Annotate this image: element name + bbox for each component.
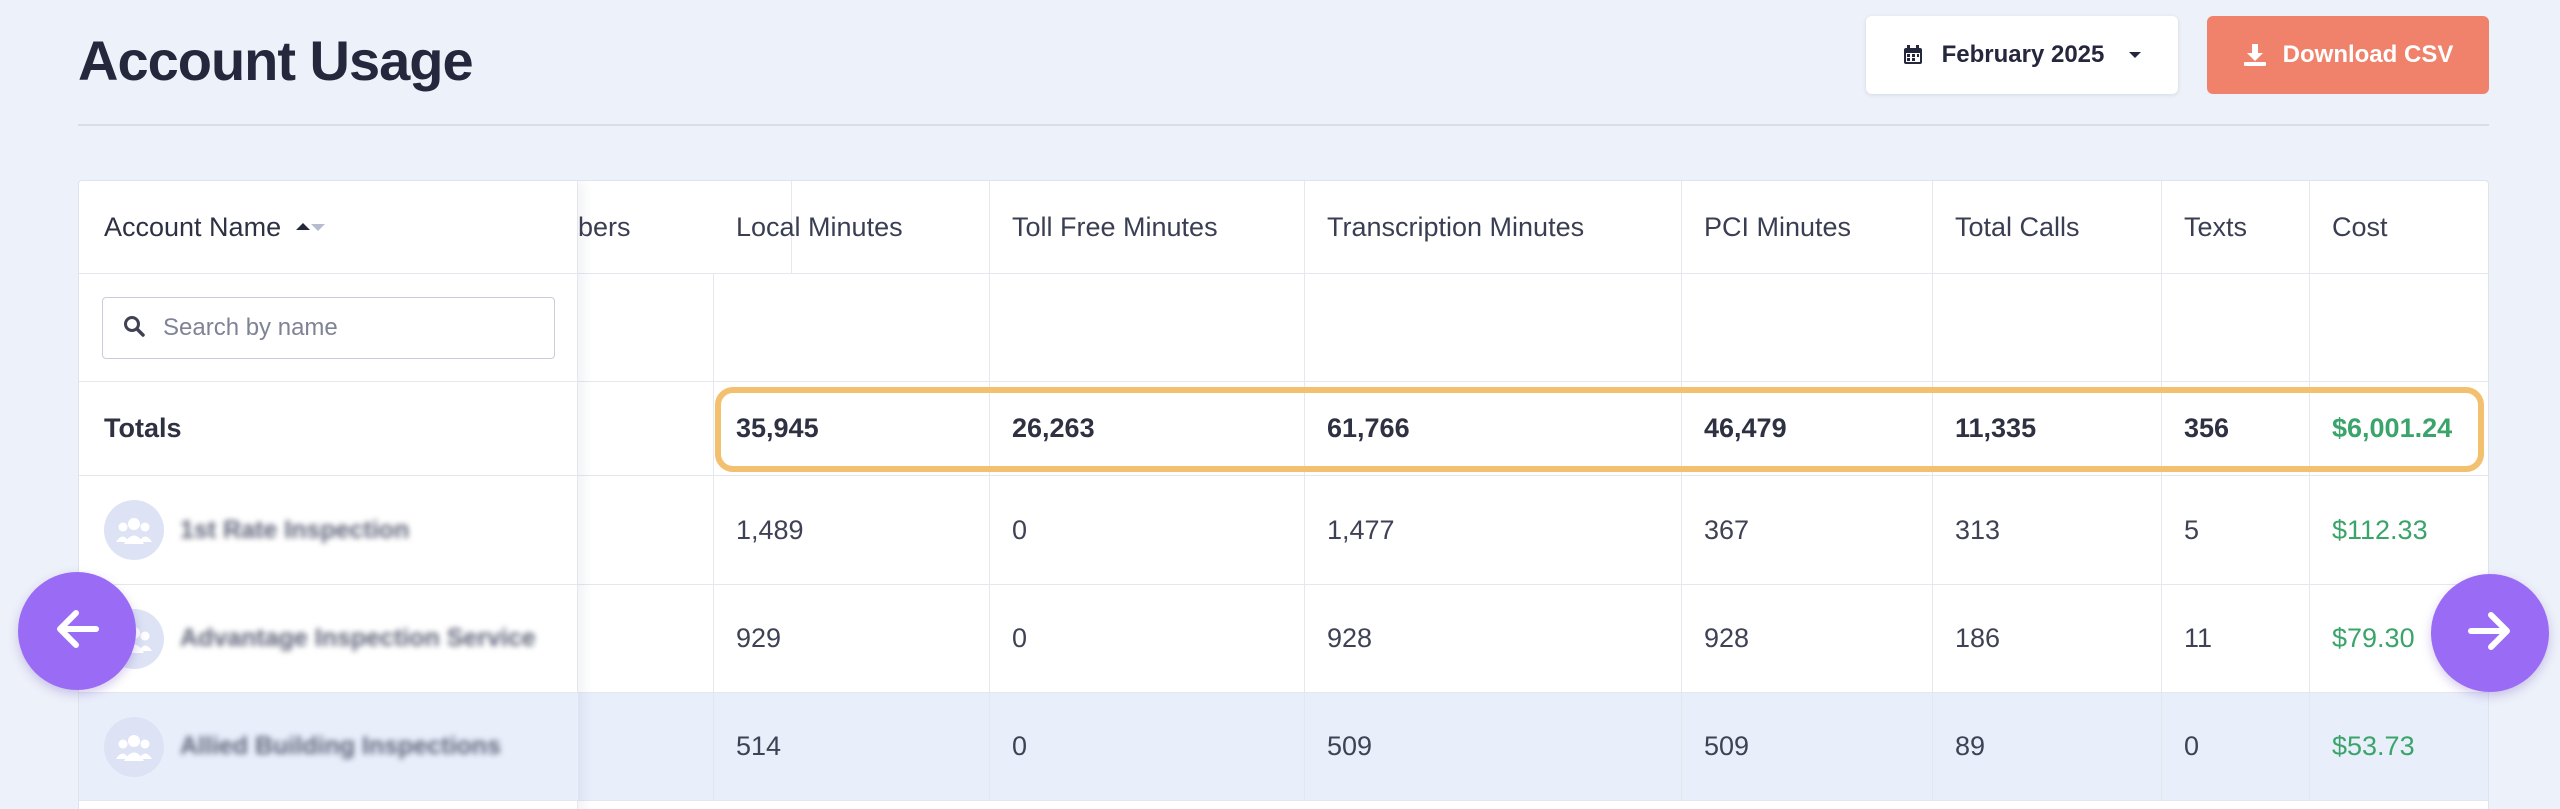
group-avatar-icon bbox=[104, 716, 164, 777]
table-cell: 0 bbox=[2162, 693, 2310, 801]
download-csv-label: Download CSV bbox=[2282, 41, 2454, 68]
table-cell: 928 bbox=[1682, 585, 1933, 693]
calendar-icon bbox=[1902, 44, 1924, 66]
totals-label: Totals bbox=[104, 413, 182, 443]
filter-cell bbox=[578, 274, 714, 382]
download-icon bbox=[2243, 43, 2267, 67]
filter-cell bbox=[1682, 274, 1933, 382]
table-cell: 509 bbox=[1305, 693, 1682, 801]
table-cell: 0 bbox=[990, 476, 1305, 585]
totals-local-minutes: 35,945 bbox=[714, 382, 990, 476]
filter-cell bbox=[2310, 274, 2488, 382]
column-header-total-calls[interactable]: Total Calls bbox=[1933, 181, 2162, 274]
table-cell: 89 bbox=[1933, 693, 2162, 801]
account-row bbox=[79, 801, 578, 809]
arrow-left-icon bbox=[54, 609, 100, 654]
download-csv-button[interactable]: Download CSV bbox=[2207, 16, 2489, 94]
totals-cell bbox=[578, 382, 714, 476]
scroll-left-button[interactable] bbox=[18, 572, 136, 690]
totals-label-cell: Totals bbox=[79, 382, 578, 476]
column-header-numbers[interactable]: bers bbox=[578, 181, 792, 274]
table-cell: 509 bbox=[1682, 693, 1933, 801]
account-name-header-label: Account Name bbox=[104, 211, 282, 242]
column-header-local-minutes[interactable]: Local Minutes bbox=[714, 181, 990, 274]
scroll-right-button[interactable] bbox=[2431, 574, 2549, 692]
table-cell: 0 bbox=[990, 585, 1305, 693]
filter-cell bbox=[714, 274, 990, 382]
account-row[interactable]: Advantage Inspection Service bbox=[79, 585, 578, 693]
column-header-account-name[interactable]: Account Name bbox=[79, 181, 578, 274]
table-cell: 1,477 bbox=[1305, 476, 1682, 585]
arrow-right-icon bbox=[2467, 611, 2513, 656]
totals-cost: $6,001.24 bbox=[2310, 382, 2488, 476]
table-cell: 186 bbox=[1933, 585, 2162, 693]
month-label: February 2025 bbox=[1941, 41, 2105, 68]
table-cell: 313 bbox=[1933, 476, 2162, 585]
account-name: Allied Building Inspections bbox=[180, 732, 501, 760]
column-header-pci-minutes[interactable]: PCI Minutes bbox=[1682, 181, 1933, 274]
search-icon bbox=[123, 315, 145, 342]
filter-cell bbox=[1933, 274, 2162, 382]
table-cell: 929 bbox=[714, 585, 990, 693]
table-cell: 1,489 bbox=[714, 476, 990, 585]
frozen-account-column: Account Name Tot bbox=[79, 181, 578, 809]
table-cell: 928 bbox=[1305, 585, 1682, 693]
column-header-transcription-minutes[interactable]: Transcription Minutes bbox=[1305, 181, 1682, 274]
table-cell: 367 bbox=[1682, 476, 1933, 585]
table-cell bbox=[578, 585, 714, 693]
header-divider bbox=[78, 124, 2489, 126]
table-cell bbox=[578, 693, 714, 801]
table-cell-cost: $79.30 bbox=[2310, 585, 2488, 693]
totals-pci-minutes: 46,479 bbox=[1682, 382, 1933, 476]
table-cell: 11 bbox=[2162, 585, 2310, 693]
page-title: Account Usage bbox=[78, 29, 474, 92]
sort-icon[interactable] bbox=[295, 220, 326, 234]
column-header-toll-free-minutes[interactable]: Toll Free Minutes bbox=[990, 181, 1305, 274]
filter-cell bbox=[1305, 274, 1682, 382]
table-row bbox=[578, 801, 2488, 809]
table-cell-cost: $53.73 bbox=[2310, 693, 2488, 801]
totals-toll-free-minutes: 26,263 bbox=[990, 382, 1305, 476]
usage-table: bers Local Minutes Toll Free Minutes Tra… bbox=[78, 180, 2489, 809]
table-cell-cost: $112.33 bbox=[2310, 476, 2488, 585]
account-row[interactable]: 1st Rate Inspection bbox=[79, 476, 578, 585]
filter-cell bbox=[990, 274, 1305, 382]
totals-transcription-minutes: 61,766 bbox=[1305, 382, 1682, 476]
account-row[interactable]: Allied Building Inspections bbox=[79, 693, 578, 801]
search-input[interactable] bbox=[163, 314, 543, 342]
table-cell bbox=[578, 476, 714, 585]
caret-down-icon bbox=[2128, 50, 2142, 60]
group-avatar-icon bbox=[104, 500, 164, 560]
table-cell: 0 bbox=[990, 693, 1305, 801]
search-row bbox=[79, 274, 578, 382]
column-header-texts[interactable]: Texts bbox=[2162, 181, 2310, 274]
totals-total-calls: 11,335 bbox=[1933, 382, 2162, 476]
filter-cell bbox=[2162, 274, 2310, 382]
account-name: Advantage Inspection Service bbox=[180, 624, 536, 652]
table-cell: 5 bbox=[2162, 476, 2310, 585]
search-field[interactable] bbox=[102, 297, 555, 359]
column-header-cost[interactable]: Cost bbox=[2310, 181, 2488, 274]
totals-texts: 356 bbox=[2162, 382, 2310, 476]
account-name: 1st Rate Inspection bbox=[180, 515, 410, 544]
month-picker-button[interactable]: February 2025 bbox=[1866, 16, 2178, 94]
table-cell: 514 bbox=[714, 693, 990, 801]
